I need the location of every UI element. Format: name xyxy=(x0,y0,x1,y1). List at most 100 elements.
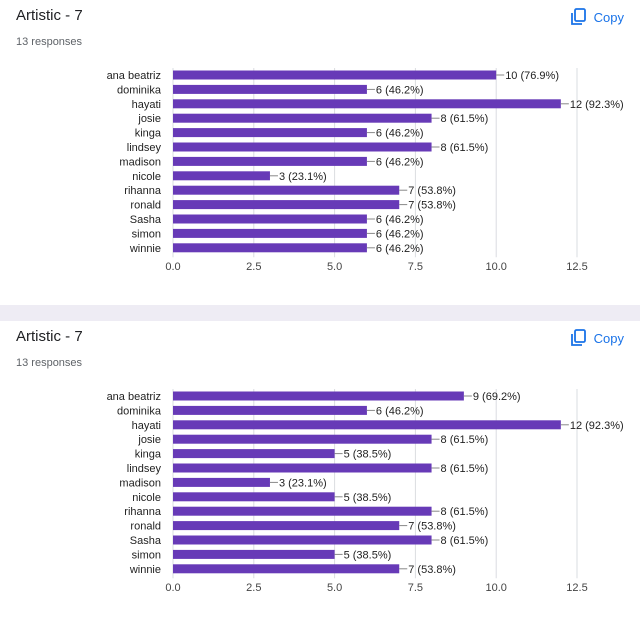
value-label: 6 (46.2%) xyxy=(376,84,424,96)
chart-card-1: Artistic - 7 13 responses Copy 0.0 2.5 5.0… xyxy=(0,0,640,305)
category-label: kinga xyxy=(135,128,162,140)
value-label: 6 (46.2%) xyxy=(376,243,424,255)
bar xyxy=(173,405,367,415)
value-label: 5 (38.5%) xyxy=(344,549,392,561)
x-tick-label: 0.0 xyxy=(165,582,180,594)
value-label: 5 (38.5%) xyxy=(344,449,392,461)
value-label: 8 (61.5%) xyxy=(441,142,489,154)
value-label: 12 (92.3%) xyxy=(570,420,624,432)
bar xyxy=(173,521,400,531)
value-label: 12 (92.3%) xyxy=(570,99,624,111)
category-label: hayati xyxy=(132,99,161,111)
bar xyxy=(173,449,335,459)
value-label: 10 (76.9%) xyxy=(505,70,559,82)
category-label: kinga xyxy=(135,449,162,461)
category-label: josie xyxy=(137,434,161,446)
response-count: 13 responses xyxy=(16,36,83,48)
x-tick-label: 5.0 xyxy=(327,582,342,594)
bar xyxy=(173,185,400,195)
value-label: 8 (61.5%) xyxy=(441,463,489,475)
value-label: 3 (23.1%) xyxy=(279,171,327,183)
copy-icon xyxy=(570,329,586,347)
category-label: simon xyxy=(132,228,161,240)
bar xyxy=(173,492,335,502)
bar xyxy=(173,420,561,430)
value-label: 8 (61.5%) xyxy=(441,506,489,518)
copy-label: Copy xyxy=(593,330,624,346)
value-label: 9 (69.2%) xyxy=(473,391,521,403)
value-label: 7 (53.8%) xyxy=(408,564,456,576)
chart-card-2: Artistic - 7 13 responses Copy 0.0 2.5 5.0… xyxy=(0,321,640,626)
bar xyxy=(173,564,400,574)
x-tick-label: 10.0 xyxy=(485,261,506,273)
category-label: nicole xyxy=(132,492,161,504)
category-label: Sasha xyxy=(130,214,162,226)
bar xyxy=(173,391,464,401)
bar xyxy=(173,99,561,109)
bar xyxy=(173,84,367,94)
category-label: winnie xyxy=(129,564,161,576)
response-count: 13 responses xyxy=(16,357,83,369)
category-label: hayati xyxy=(132,420,161,432)
category-label: lindsey xyxy=(127,463,162,475)
category-label: rihanna xyxy=(124,185,162,197)
bar xyxy=(173,477,270,487)
value-label: 7 (53.8%) xyxy=(408,185,456,197)
copy-icon xyxy=(570,8,586,26)
x-tick-label: 0.0 xyxy=(165,261,180,273)
value-label: 7 (53.8%) xyxy=(408,200,456,212)
value-label: 8 (61.5%) xyxy=(441,535,489,547)
bar xyxy=(173,434,432,444)
category-label: dominika xyxy=(117,84,162,96)
x-tick-label: 2.5 xyxy=(246,261,261,273)
bar xyxy=(173,156,367,166)
category-label: ronald xyxy=(130,521,161,533)
category-label: simon xyxy=(132,549,161,561)
category-label: madison xyxy=(119,477,161,489)
value-label: 6 (46.2%) xyxy=(376,405,424,417)
value-label: 3 (23.1%) xyxy=(279,477,327,489)
category-label: winnie xyxy=(129,243,161,255)
bar xyxy=(173,128,367,138)
value-label: 5 (38.5%) xyxy=(344,492,392,504)
category-label: rihanna xyxy=(124,506,162,518)
x-tick-label: 7.5 xyxy=(408,582,423,594)
x-tick-label: 10.0 xyxy=(485,582,506,594)
card-title: Artistic - 7 xyxy=(16,328,83,345)
x-tick-label: 12.5 xyxy=(566,582,587,594)
copy-button[interactable]: Copy xyxy=(566,327,628,349)
value-label: 8 (61.5%) xyxy=(441,113,489,125)
x-tick-label: 12.5 xyxy=(566,261,587,273)
category-label: ana beatriz xyxy=(107,391,161,403)
x-tick-label: 7.5 xyxy=(408,261,423,273)
bar xyxy=(173,142,432,152)
bar xyxy=(173,200,400,210)
bar xyxy=(173,113,432,123)
category-label: dominika xyxy=(117,405,162,417)
category-label: Sasha xyxy=(130,535,162,547)
value-label: 6 (46.2%) xyxy=(376,156,424,168)
card-title: Artistic - 7 xyxy=(16,7,83,24)
category-label: ronald xyxy=(130,200,161,212)
value-label: 6 (46.2%) xyxy=(376,214,424,226)
bar xyxy=(173,506,432,516)
category-label: ana beatriz xyxy=(107,70,161,82)
bar xyxy=(173,214,367,224)
bar xyxy=(173,228,367,238)
bar xyxy=(173,463,432,473)
x-tick-label: 5.0 xyxy=(327,261,342,273)
bar-chart: 0.0 2.5 5.0 7.5 10.0 12.5 ana beatriz 9 (69.2%)… xyxy=(107,389,624,594)
value-label: 8 (61.5%) xyxy=(441,434,489,446)
bar xyxy=(173,171,270,181)
bar xyxy=(173,70,497,80)
bar-chart: 0.0 2.5 5.0 7.5 10.0 12.5 ana beatriz 10 (76.9%… xyxy=(107,68,624,273)
copy-button[interactable]: Copy xyxy=(566,6,628,28)
bar xyxy=(173,549,335,559)
value-label: 6 (46.2%) xyxy=(376,228,424,240)
category-label: madison xyxy=(119,156,161,168)
bar xyxy=(173,535,432,545)
x-tick-label: 2.5 xyxy=(246,582,261,594)
copy-label: Copy xyxy=(593,9,624,25)
category-label: nicole xyxy=(132,171,161,183)
category-label: josie xyxy=(137,113,161,125)
